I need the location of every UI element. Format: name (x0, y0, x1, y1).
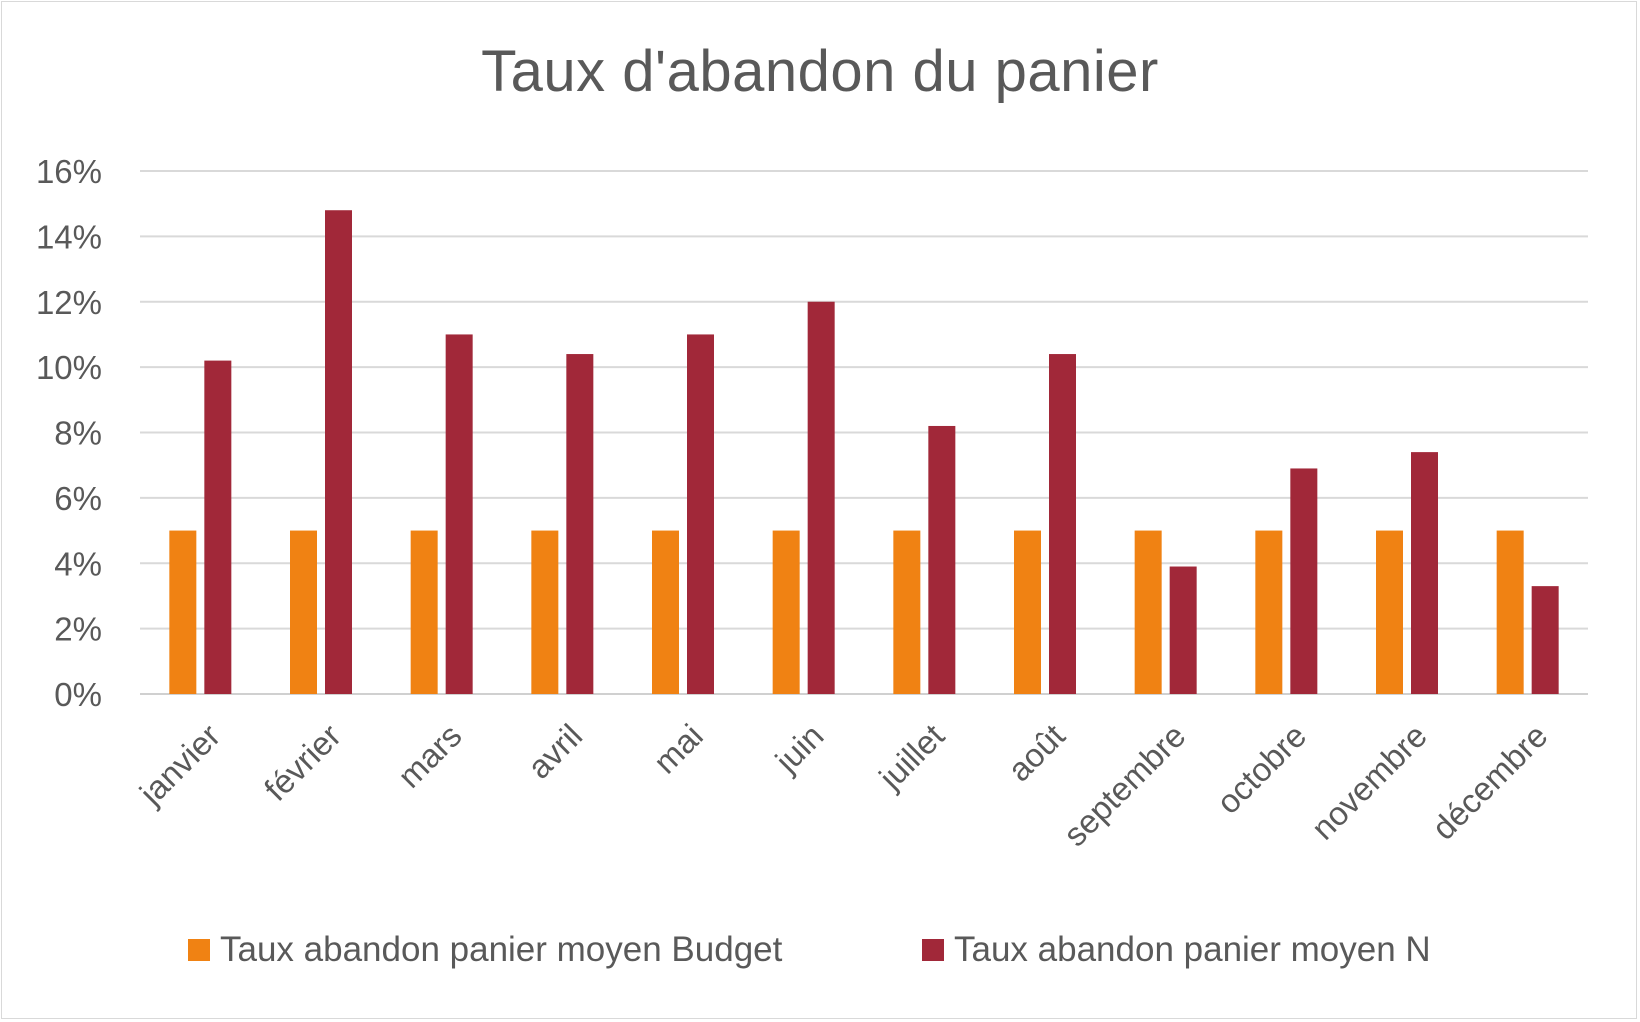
bar-n-mars (445, 334, 473, 694)
y-tick-label: 8% (54, 415, 102, 452)
y-tick-label: 14% (36, 218, 102, 255)
bar-budget-mars (410, 530, 438, 694)
bar-n-avril (566, 354, 594, 694)
x-tick-label: novembre (1304, 717, 1434, 847)
bar-n-novembre (1411, 452, 1438, 694)
x-tick-label: mai (646, 717, 710, 781)
x-tick-label: février (257, 717, 348, 808)
bar-budget-février (290, 530, 317, 694)
legend: Taux abandon panier moyen Budget Taux ab… (0, 930, 1640, 980)
legend-item-budget: Taux abandon panier moyen Budget (188, 930, 782, 970)
y-tick-label: 4% (54, 545, 102, 582)
chart-title: Taux d'abandon du panier (481, 39, 1159, 104)
bar-n-septembre (1169, 566, 1197, 694)
x-tick-label: octobre (1209, 717, 1313, 821)
bar-budget-mai (652, 530, 679, 694)
bar-n-décembre (1531, 586, 1559, 694)
bar-n-janvier (204, 360, 232, 694)
gridlines (140, 170, 1588, 695)
bar-budget-avril (531, 530, 559, 694)
legend-swatch-n (922, 939, 944, 961)
y-tick-label: 16% (36, 153, 102, 190)
x-tick-label: mars (391, 717, 469, 795)
legend-label-n: Taux abandon panier moyen N (954, 930, 1431, 969)
bar-budget-janvier (169, 530, 197, 694)
y-tick-label: 12% (36, 284, 102, 321)
bar-budget-août (1014, 530, 1041, 694)
bars (169, 210, 1559, 694)
bar-budget-novembre (1376, 530, 1403, 694)
bar-budget-juin (772, 530, 800, 694)
y-axis-ticks: 0% 2% 4% 6% 8% 10% 12% 14% 16% (36, 153, 102, 713)
bar-budget-septembre (1134, 530, 1162, 694)
bar-n-juin (807, 301, 835, 694)
legend-label-budget: Taux abandon panier moyen Budget (220, 930, 783, 969)
y-tick-label: 6% (54, 480, 102, 517)
y-tick-label: 2% (54, 611, 102, 648)
x-tick-label: juin (767, 717, 830, 780)
bar-n-juillet (928, 425, 956, 694)
bar-n-mai (687, 334, 714, 694)
bar-n-août (1049, 354, 1076, 694)
y-tick-label: 0% (54, 676, 102, 713)
y-tick-label: 10% (36, 349, 102, 386)
x-tick-label: juillet (871, 717, 951, 797)
legend-item-n: Taux abandon panier moyen N (922, 930, 1431, 970)
x-tick-label: décembre (1425, 717, 1555, 847)
x-tick-label: janvier (132, 717, 228, 813)
bar-budget-octobre (1255, 530, 1283, 694)
bar-n-octobre (1290, 468, 1318, 694)
bar-n-février (325, 210, 352, 694)
x-tick-label: septembre (1056, 717, 1192, 853)
x-axis-ticks: janvier février mars avril mai juin juillet aoû… (132, 717, 1555, 853)
x-tick-label: août (1000, 717, 1072, 789)
legend-swatch-budget (188, 939, 210, 961)
bar-budget-juillet (893, 530, 921, 694)
bar-budget-décembre (1496, 530, 1524, 694)
x-tick-label: avril (520, 717, 589, 786)
